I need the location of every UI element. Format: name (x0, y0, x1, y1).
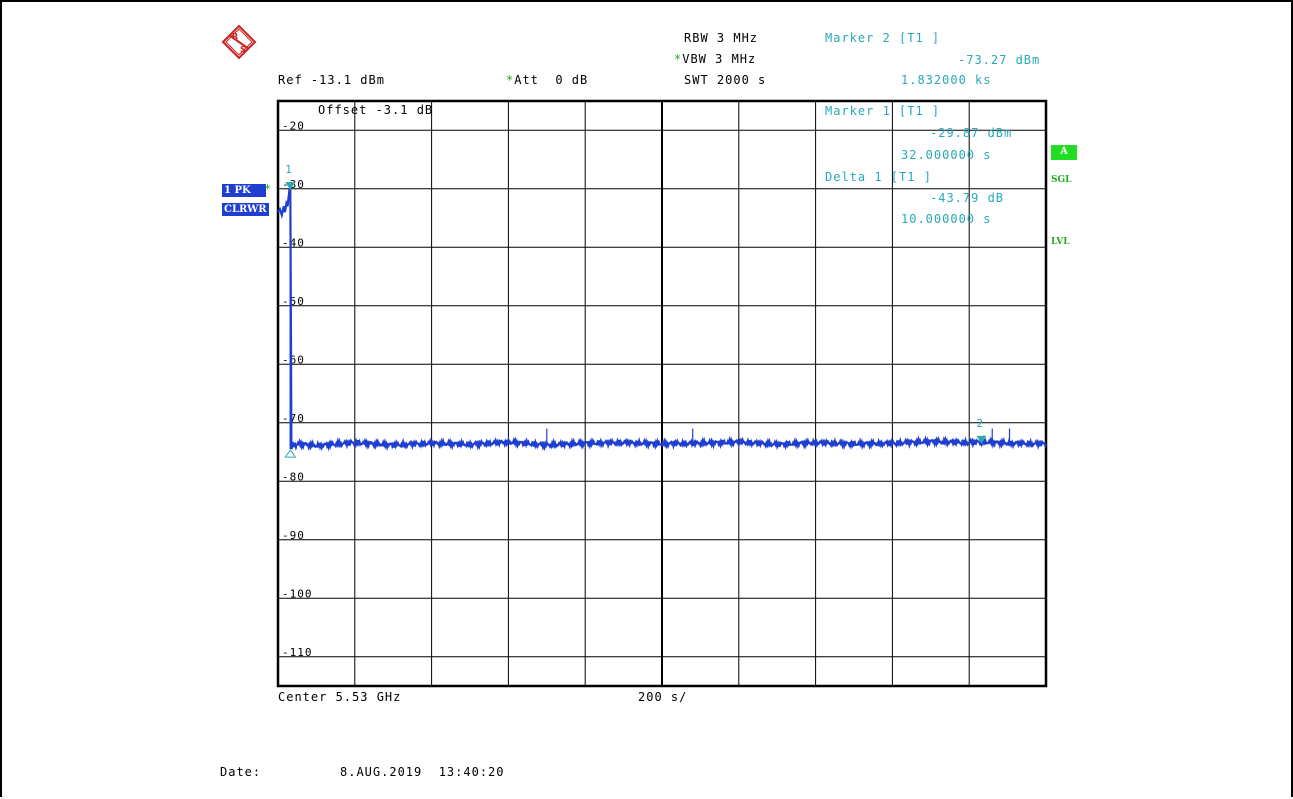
trace-mode-badge: CLRWR (222, 203, 269, 216)
marker1-title: Marker 1 [T1 ] (825, 104, 941, 118)
att-star-icon: * (506, 73, 515, 87)
sweep-time: SWT 2000 s (684, 73, 767, 87)
trace-a-badge: A (1051, 145, 1077, 160)
svg-text:R: R (232, 32, 238, 41)
y-tick-label: -100 (282, 587, 313, 600)
delta-ref-icon (284, 449, 297, 458)
trace-star-icon: * (264, 182, 273, 196)
marker1-time: 32.000000 s (901, 148, 992, 162)
y-tick-label: -40 (282, 236, 305, 249)
ref-level: Ref -13.1 dBm (278, 73, 385, 87)
lvl-label: LVL (1051, 237, 1070, 247)
attenuation: *Att 0 dB (506, 73, 589, 87)
marker1-level: -29.87 dBm (930, 126, 1013, 140)
marker2-time: 1.832000 ks (901, 73, 992, 87)
marker2-label: 2 (976, 417, 983, 430)
delta-time: 10.000000 s (901, 212, 992, 226)
sgl-label: SGL (1051, 175, 1072, 185)
offset-label: Offset -3.1 dB (318, 103, 434, 117)
y-tick-label: -70 (282, 412, 305, 425)
vbw: *VBW 3 MHz (674, 52, 757, 66)
trace-line (277, 185, 1047, 452)
date-label: Date: (220, 765, 262, 779)
y-tick-label: -80 (282, 470, 305, 483)
delta-level: -43.79 dB (930, 191, 1005, 205)
svg-text:S: S (240, 45, 246, 54)
marker2-level: -73.27 dBm (958, 53, 1041, 67)
center-frequency: Center 5.53 GHz (278, 690, 402, 704)
delta-title: Delta 1 [T1 ] (825, 170, 932, 184)
marker1-icon (285, 181, 296, 190)
y-tick-label: -110 (282, 646, 313, 659)
trace-detector-badge: 1 PK (222, 184, 266, 197)
y-tick-label: -20 (282, 119, 305, 132)
rohde-schwarz-logo: R S (221, 24, 257, 60)
marker2-icon (976, 435, 987, 444)
time-per-division: 200 s/ (638, 690, 688, 704)
date-value: 8.AUG.2019 13:40:20 (340, 765, 505, 779)
marker2-title: Marker 2 [T1 ] (825, 31, 941, 45)
y-tick-label: -50 (282, 295, 305, 308)
y-tick-label: -60 (282, 353, 305, 366)
marker1-label: 1 (285, 163, 292, 176)
y-tick-label: -90 (282, 529, 305, 542)
vbw-star-icon: * (674, 52, 683, 66)
rbw: RBW 3 MHz (684, 31, 759, 45)
